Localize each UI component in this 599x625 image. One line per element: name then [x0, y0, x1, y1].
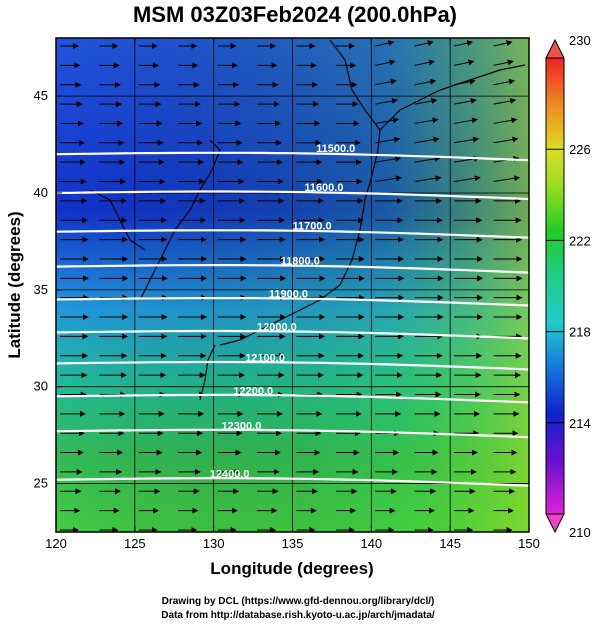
- x-axis-ticks: 120 125 130 135 140 145 150: [45, 38, 540, 551]
- wind-arrow: [414, 40, 434, 47]
- y-axis-ticks: 25 30 35 40 45: [34, 88, 62, 491]
- wind-arrow: [454, 78, 476, 86]
- x-tick-label: 120: [45, 536, 67, 551]
- contour-line: [56, 190, 529, 201]
- colorbar-ticks: 210 214 218 222 226 230: [546, 33, 591, 540]
- wind-arrow: [454, 175, 481, 183]
- contour-line: [56, 360, 529, 371]
- contour-line: [56, 297, 529, 307]
- wind-arrow: [414, 98, 438, 105]
- wind-arrow: [375, 117, 400, 124]
- wind-arrow: [414, 78, 437, 86]
- contour-label: 12100.0: [245, 352, 285, 364]
- wind-arrow: [493, 117, 518, 124]
- y-tick-label: 30: [34, 379, 48, 394]
- wind-arrow: [375, 136, 401, 144]
- contour-line: [56, 477, 529, 487]
- contour-label: 12300.0: [222, 420, 262, 432]
- x-tick-label: 125: [124, 536, 146, 551]
- x-tick-label: 145: [439, 536, 461, 551]
- x-tick-label: 130: [203, 536, 225, 551]
- grid-lines: [56, 38, 529, 532]
- wind-arrow: [414, 136, 440, 144]
- wind-arrow: [454, 136, 480, 144]
- contour-line: [56, 264, 529, 274]
- contour-label: 11500.0: [316, 143, 355, 155]
- wind-arrow: [493, 136, 519, 144]
- wind-arrow: [414, 59, 435, 66]
- plot-area: 11500.0 11600.0 11700.0 11800.0 11900.0 12000…: [56, 38, 529, 532]
- wind-arrow: [454, 98, 477, 105]
- y-tick-label: 35: [34, 282, 48, 297]
- wind-arrow: [375, 59, 396, 66]
- wind-arrow: [375, 78, 397, 86]
- wind-arrow: [414, 117, 439, 124]
- contour-label: 12200.0: [233, 385, 273, 397]
- wind-arrow: [493, 98, 517, 105]
- wind-arrow: [454, 40, 474, 47]
- wind-arrow: [493, 78, 516, 86]
- wind-arrow: [375, 155, 402, 163]
- height-contours: 11500.0 11600.0 11700.0 11800.0 11900.0 12000…: [56, 143, 529, 487]
- colorbar-bottom-arrow: [545, 513, 565, 534]
- colorbar-tick-label: 230: [569, 33, 591, 48]
- x-tick-label: 150: [518, 536, 540, 551]
- wind-arrow: [493, 40, 513, 47]
- wind-arrow: [454, 59, 475, 66]
- colorbar-tick-label: 226: [569, 142, 591, 157]
- credit-line-2: Data from http://database.rish.kyoto-u.a…: [161, 610, 435, 621]
- contour-line: [56, 151, 529, 162]
- colorbar-body: [545, 57, 565, 515]
- x-tick-label: 135: [282, 536, 304, 551]
- chart-title: MSM 03Z03Feb2024 (200.0hPa): [133, 2, 457, 27]
- contour-label: 11700.0: [293, 221, 332, 233]
- credit-line-1: Drawing by DCL (https://www.gfd-dennou.o…: [162, 596, 435, 607]
- contour-line: [56, 393, 529, 404]
- y-tick-label: 45: [34, 88, 48, 103]
- colorbar-tick-label: 210: [569, 525, 591, 540]
- wind-arrow: [375, 175, 403, 183]
- wind-arrow: [414, 175, 442, 183]
- wind-arrow: [454, 117, 478, 124]
- contour-line: [56, 329, 529, 340]
- contour-label: 11600.0: [304, 182, 343, 194]
- y-tick-label: 25: [34, 476, 48, 491]
- contour-label: 11800.0: [281, 256, 320, 268]
- contour-label: 12400.0: [210, 469, 250, 481]
- contour-label: 12000.0: [257, 321, 297, 333]
- colorbar: 210 214 218 222 226 230: [545, 33, 591, 540]
- wind-arrow: [375, 40, 395, 47]
- colorbar-top-arrow: [545, 38, 565, 59]
- y-tick-label: 40: [34, 185, 48, 200]
- wind-arrow: [414, 155, 441, 163]
- wind-arrow: [375, 98, 398, 105]
- contour-line: [56, 229, 529, 239]
- wind-vectors: [60, 40, 523, 532]
- colorbar-tick-label: 214: [569, 416, 591, 431]
- contour-line: [56, 428, 529, 439]
- x-axis-label: Longitude (degrees): [210, 559, 373, 578]
- colorbar-tick-label: 222: [569, 233, 591, 248]
- contour-label: 11900.0: [269, 289, 308, 301]
- wind-arrow: [493, 59, 514, 66]
- x-tick-label: 140: [360, 536, 382, 551]
- y-axis-label: Latitude (degrees): [5, 211, 24, 358]
- colorbar-tick-label: 218: [569, 325, 591, 340]
- wind-arrow: [493, 175, 521, 183]
